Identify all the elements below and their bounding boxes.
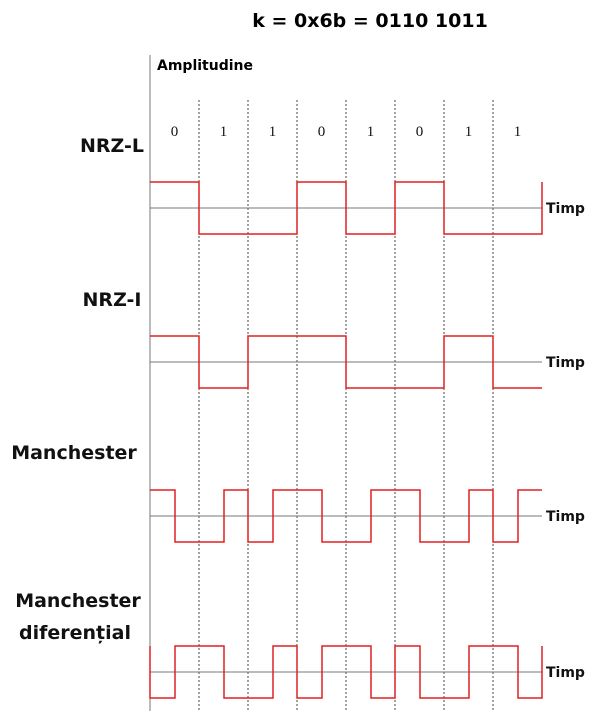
- bit-label: 1: [269, 124, 277, 140]
- signal-label: Manchester: [15, 590, 141, 612]
- time-label: Timp: [546, 355, 585, 371]
- bit-label: 1: [465, 124, 473, 140]
- diff-manchester-wave: [149, 645, 543, 699]
- bit-label: 1: [220, 124, 228, 140]
- manchester-wave: [150, 489, 542, 543]
- nrz-i-wave: [150, 335, 542, 389]
- time-label: Timp: [546, 665, 585, 681]
- bit-label: 0: [318, 124, 326, 140]
- bit-label: 0: [171, 124, 179, 140]
- signal-label: NRZ-L: [80, 135, 144, 157]
- axis-label: Amplitudine: [157, 58, 253, 74]
- bit-label: 1: [514, 124, 522, 140]
- bit-label: 0: [416, 124, 424, 140]
- time-label: Timp: [546, 509, 585, 525]
- time-label: Timp: [546, 201, 585, 217]
- bit-label: 1: [367, 124, 375, 140]
- signal-label: Manchester: [11, 442, 137, 464]
- signal-label: diferențial: [19, 622, 131, 644]
- bit-labels: 0 1 1 0 1 0 1 1: [171, 124, 522, 140]
- signal-label: NRZ-I: [83, 289, 142, 311]
- nrz-l-wave: [150, 181, 543, 235]
- title: k = 0x6b = 0110 1011: [252, 10, 488, 32]
